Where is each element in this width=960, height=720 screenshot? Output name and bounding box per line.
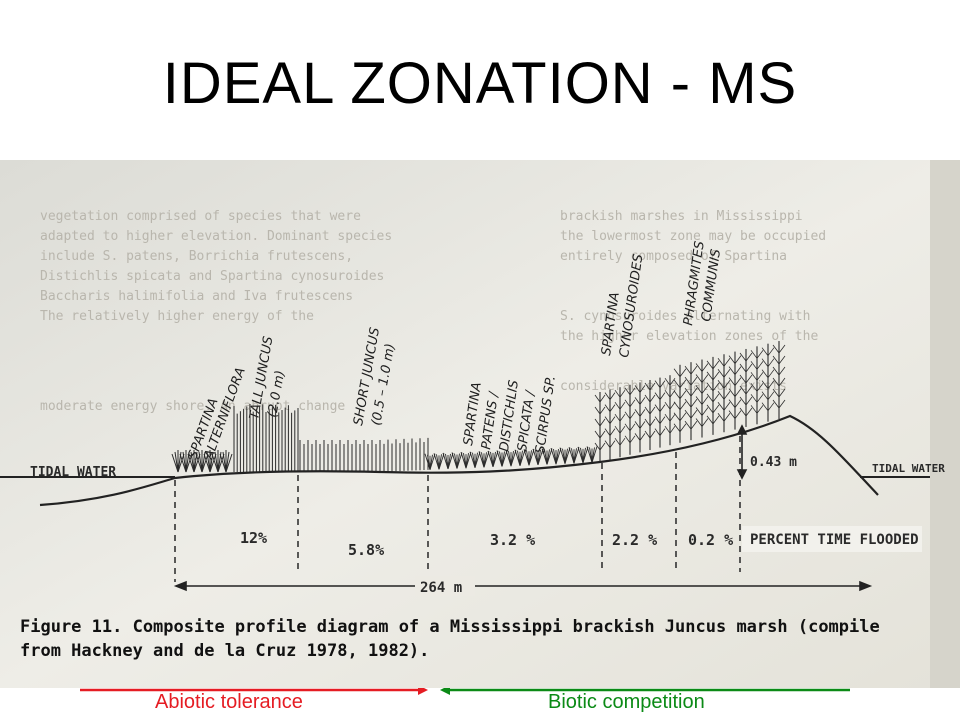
abiotic-arrowhead bbox=[418, 688, 428, 695]
percent-flooded-zone4: 2.2 % bbox=[612, 531, 657, 549]
biotic-competition-label: Biotic competition bbox=[548, 691, 705, 713]
percent-flooded-zone2: 5.8% bbox=[348, 541, 384, 559]
abiotic-tolerance-label: Abiotic tolerance bbox=[155, 691, 303, 713]
figure-caption-line2: from Hackney and de la Cruz 1978, 1982). bbox=[20, 641, 429, 661]
distance-label-bg bbox=[415, 576, 475, 596]
elevation-arrow bbox=[736, 424, 748, 480]
svg-text:The relatively higher energy o: The relatively higher energy of the bbox=[40, 309, 314, 324]
profile-diagram: vegetation comprised of species that wer… bbox=[0, 160, 960, 688]
percent-flooded-zone3: 3.2 % bbox=[490, 531, 535, 549]
gradient-legend: Abiotic tolerance Biotic competition bbox=[0, 688, 960, 720]
percent-time-flooded-box bbox=[742, 526, 922, 552]
zone-boundaries bbox=[174, 436, 741, 582]
svg-text:Distichlis spicata and Spartin: Distichlis spicata and Spartina cynosuro… bbox=[40, 269, 384, 284]
percent-flooded-zone5: 0.2 % bbox=[688, 531, 733, 549]
svg-text:the higher elevation zones of: the higher elevation zones of the bbox=[560, 329, 818, 344]
profile-diagram-photo: vegetation comprised of species that wer… bbox=[0, 160, 960, 688]
distance-arrow bbox=[173, 580, 873, 592]
svg-text:entirely composed of Spartina: entirely composed of Spartina bbox=[560, 249, 787, 264]
elevation-label: 0.43 m bbox=[750, 455, 797, 470]
ground-profile bbox=[39, 414, 879, 507]
biotic-arrowhead bbox=[440, 688, 450, 695]
vegetation bbox=[171, 341, 786, 473]
svg-text:brackish marshes in Mississipp: brackish marshes in Mississippi bbox=[560, 209, 803, 224]
svg-text:vegetation comprised of specie: vegetation comprised of species that wer… bbox=[40, 209, 361, 224]
slide-title: IDEAL ZONATION - MS bbox=[162, 51, 798, 116]
svg-text:the lowermost zone may be occu: the lowermost zone may be occupied bbox=[560, 229, 826, 244]
gradient-arrows bbox=[80, 688, 850, 695]
percent-time-flooded-label: PERCENT TIME FLOODED bbox=[750, 532, 919, 548]
tidal-water-left-label: TIDAL WATER bbox=[30, 465, 116, 480]
svg-text:Baccharis halimifolia and Iva: Baccharis halimifolia and Iva frutescens bbox=[40, 289, 353, 304]
svg-text:moderate energy shore. An abru: moderate energy shore. An abrupt change bbox=[40, 399, 345, 414]
svg-text:adapted to higher elevation. D: adapted to higher elevation. Dominant sp… bbox=[40, 229, 392, 244]
percent-flooded-zone1: 12% bbox=[240, 529, 267, 547]
svg-text:include S. patens, Borrichia f: include S. patens, Borrichia frutescens, bbox=[40, 249, 353, 264]
distance-label: 264 m bbox=[420, 580, 462, 596]
figure-caption-line1: Figure 11. Composite profile diagram of … bbox=[20, 617, 880, 637]
svg-text:S. cynosuroides alternating wi: S. cynosuroides alternating with bbox=[560, 309, 810, 324]
tidal-water-right-label: TIDAL WATER bbox=[872, 462, 945, 475]
